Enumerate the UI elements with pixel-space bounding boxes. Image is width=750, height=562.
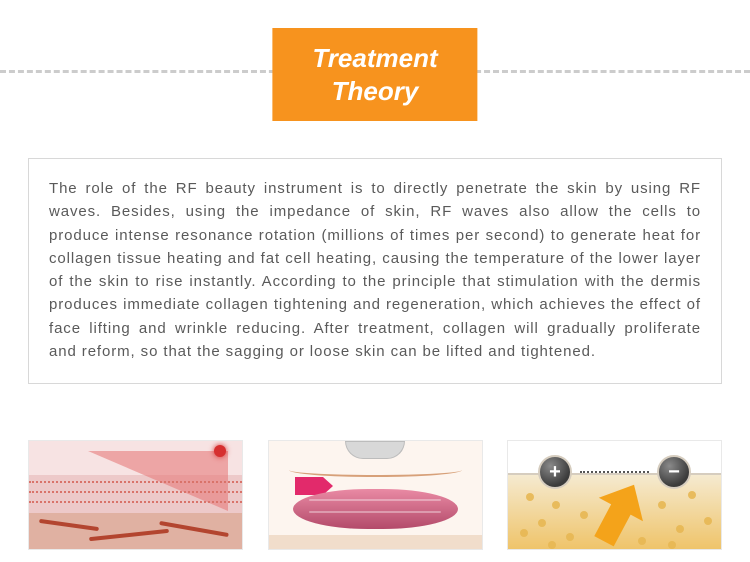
ion-particle [526, 493, 534, 501]
description-text: The role of the RF beauty instrument is … [49, 177, 701, 363]
probe-head [345, 441, 405, 459]
ion-particle [668, 541, 676, 549]
rf-wave-line [29, 481, 242, 483]
ion-particle [580, 511, 588, 519]
ion-particle [566, 533, 574, 541]
ion-particle [520, 529, 528, 537]
ion-particle [548, 541, 556, 549]
arrow-shaft [594, 501, 632, 547]
ion-particle [676, 525, 684, 533]
description-frame: The role of the RF beauty instrument is … [28, 158, 722, 384]
electrode-wire [580, 471, 649, 473]
collagen-muscle-layer [293, 489, 458, 529]
rf-emitter [295, 477, 323, 495]
skin-surface-curve [289, 463, 462, 477]
electrode-negative: − [657, 455, 691, 489]
minus-icon: − [668, 461, 680, 484]
ion-particle [538, 519, 546, 527]
ion-particle [688, 491, 696, 499]
electrode-positive: + [538, 455, 572, 489]
plus-icon: + [549, 461, 561, 484]
rf-wave-line [29, 501, 242, 503]
infographic-electrode-ions: + − [507, 440, 722, 550]
infographic-row: + − [28, 440, 722, 550]
ion-particle [704, 517, 712, 525]
rf-emitter-dot [214, 445, 226, 457]
section-title: Treatment Theory [272, 28, 477, 121]
ion-particle [552, 501, 560, 509]
infographic-rf-skin [28, 440, 243, 550]
lower-tissue-strip [269, 535, 482, 549]
ion-particle [658, 501, 666, 509]
rf-wave-line [29, 491, 242, 493]
infographic-probe-collagen [268, 440, 483, 550]
ion-particle [638, 537, 646, 545]
